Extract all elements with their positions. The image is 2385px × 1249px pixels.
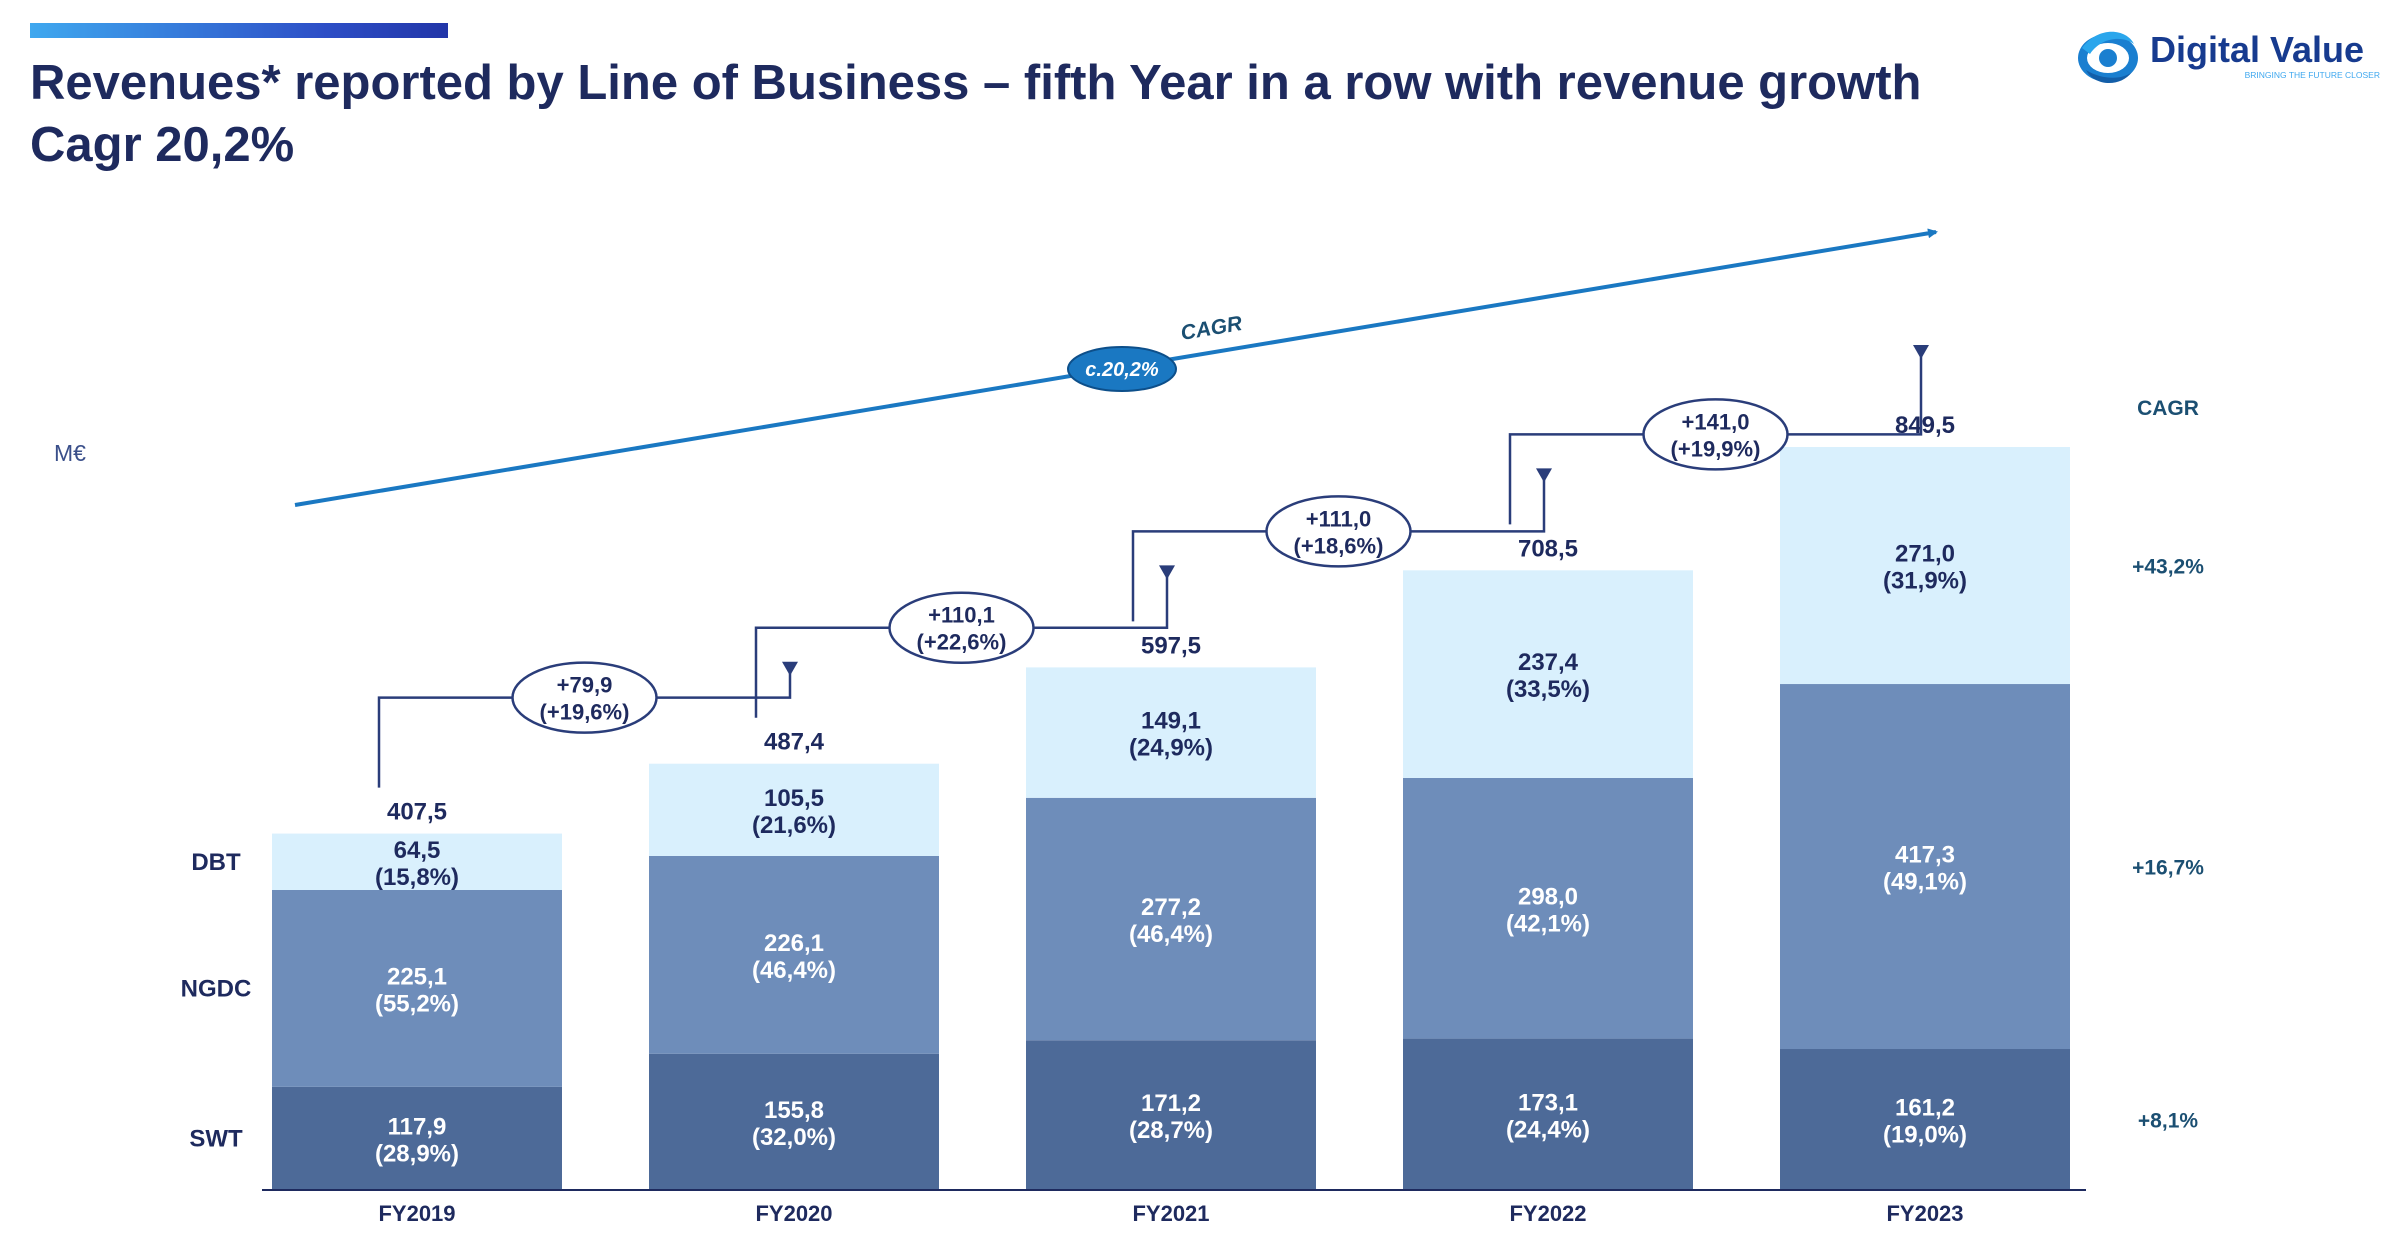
- x-tick-label: FY2022: [1509, 1201, 1586, 1226]
- cagr-dbt: +43,2%: [2132, 556, 2204, 579]
- bar-share-swt: (32,0%): [752, 1124, 836, 1151]
- bar-share-dbt: (24,9%): [1129, 735, 1213, 762]
- bar-value-ngdc: 298,0: [1518, 883, 1578, 910]
- bar-share-ngdc: (49,1%): [1883, 869, 1967, 896]
- x-tick-label: FY2020: [755, 1201, 832, 1226]
- growth-abs-label: +111,0: [1306, 506, 1371, 531]
- bar-dbt-fy2022: [1403, 570, 1693, 778]
- logo-tagline: BRINGING THE FUTURE CLOSER: [2245, 70, 2380, 80]
- bar-swt-fy2020: [649, 1053, 939, 1190]
- cagr-badge: [1067, 346, 1177, 392]
- bar-value-swt: 171,2: [1141, 1090, 1201, 1117]
- accent-bar: [30, 23, 448, 38]
- growth-arrowhead: [782, 661, 798, 676]
- growth-abs-label: +79,9: [557, 673, 613, 698]
- bar-value-ngdc: 225,1: [387, 963, 447, 990]
- legend-dbt: DBT: [191, 849, 241, 876]
- bar-total-label: 597,5: [1141, 632, 1201, 659]
- bar-total-label: 407,5: [387, 799, 447, 826]
- company-logo: Digital Value BRINGING THE FUTURE CLOSER: [2078, 29, 2380, 84]
- bar-value-ngdc: 226,1: [764, 930, 824, 957]
- bar-value-ngdc: 277,2: [1141, 894, 1201, 921]
- growth-bubble: [1642, 398, 1789, 471]
- bar-dbt-fy2023: [1780, 447, 2070, 685]
- bar-value-swt: 161,2: [1895, 1095, 1955, 1122]
- bar-share-dbt: (31,9%): [1883, 568, 1967, 595]
- bar-dbt-fy2019: [272, 833, 562, 891]
- growth-bubble: [1265, 495, 1412, 568]
- growth-bubble: [888, 591, 1035, 664]
- bar-dbt-fy2021: [1026, 667, 1316, 798]
- growth-arrowhead: [1913, 345, 1929, 359]
- bar-swt-fy2023: [1780, 1049, 2070, 1190]
- bar-ngdc-fy2022: [1403, 777, 1693, 1039]
- growth-arrowhead: [1536, 468, 1552, 483]
- bar-swt-fy2019: [272, 1086, 562, 1190]
- bar-total-label: 708,5: [1518, 535, 1578, 562]
- bar-ngdc-fy2023: [1780, 684, 2070, 1050]
- x-tick-label: FY2021: [1132, 1201, 1209, 1226]
- cagr-column-header: CAGR: [2137, 397, 2199, 420]
- bar-share-dbt: (21,6%): [752, 812, 836, 839]
- growth-abs-label: +110,1: [928, 603, 995, 628]
- cagr-trend-label: CAGR: [1179, 312, 1245, 345]
- growth-arrowhead: [1159, 565, 1175, 580]
- bar-value-ngdc: 417,3: [1895, 842, 1955, 869]
- bar-share-swt: (24,4%): [1506, 1116, 1590, 1143]
- legend-swt: SWT: [189, 1125, 243, 1152]
- title-line-1: Revenues* reported by Line of Business –…: [30, 56, 1922, 110]
- bar-total-label: 487,4: [764, 729, 825, 756]
- growth-bubble: [511, 661, 658, 734]
- bar-value-dbt: 64,5: [394, 837, 441, 864]
- bar-dbt-fy2020: [649, 763, 939, 856]
- bar-value-swt: 155,8: [764, 1097, 824, 1124]
- bar-value-dbt: 105,5: [764, 785, 824, 812]
- growth-pct-label: (+22,6%): [917, 630, 1007, 655]
- bar-value-dbt: 237,4: [1518, 649, 1579, 676]
- growth-pct-label: (+18,6%): [1294, 533, 1384, 558]
- unit-label: M€: [54, 440, 86, 466]
- bar-share-dbt: (33,5%): [1506, 676, 1590, 703]
- bar-share-swt: (28,7%): [1129, 1117, 1213, 1144]
- title-line-2: Cagr 20,2%: [30, 118, 295, 172]
- bar-share-ngdc: (55,2%): [375, 990, 459, 1017]
- bar-share-ngdc: (46,4%): [1129, 921, 1213, 948]
- bar-share-ngdc: (42,1%): [1506, 910, 1590, 937]
- bar-value-swt: 117,9: [388, 1113, 447, 1140]
- legend-ngdc: NGDC: [181, 975, 252, 1002]
- bar-ngdc-fy2019: [272, 890, 562, 1087]
- x-tick-label: FY2023: [1886, 1201, 1963, 1226]
- bar-share-swt: (28,9%): [375, 1140, 459, 1167]
- bar-share-ngdc: (46,4%): [752, 957, 836, 984]
- bar-value-swt: 173,1: [1518, 1089, 1578, 1116]
- bar-share-swt: (19,0%): [1883, 1122, 1967, 1149]
- growth-abs-label: +141,0: [1682, 409, 1750, 434]
- cagr-ngdc: +16,7%: [2132, 857, 2204, 880]
- growth-pct-label: (+19,9%): [1671, 436, 1761, 461]
- logo-wordmark: Digital Value: [2150, 29, 2364, 70]
- page-title: Revenues* reported by Line of Business –…: [30, 52, 2040, 176]
- x-tick-label: FY2019: [378, 1201, 455, 1226]
- bar-value-dbt: 149,1: [1141, 708, 1201, 735]
- bar-value-dbt: 271,0: [1895, 541, 1955, 568]
- bar-ngdc-fy2021: [1026, 797, 1316, 1041]
- cagr-swt: +8,1%: [2138, 1110, 2198, 1133]
- bar-share-dbt: (15,8%): [375, 864, 459, 891]
- bar-swt-fy2022: [1403, 1038, 1693, 1190]
- cagr-badge-value: c.20,2%: [1085, 359, 1159, 381]
- bar-swt-fy2021: [1026, 1040, 1316, 1190]
- logo-mark-icon: [2078, 31, 2138, 84]
- growth-pct-label: (+19,6%): [540, 700, 630, 725]
- bar-ngdc-fy2020: [649, 855, 939, 1054]
